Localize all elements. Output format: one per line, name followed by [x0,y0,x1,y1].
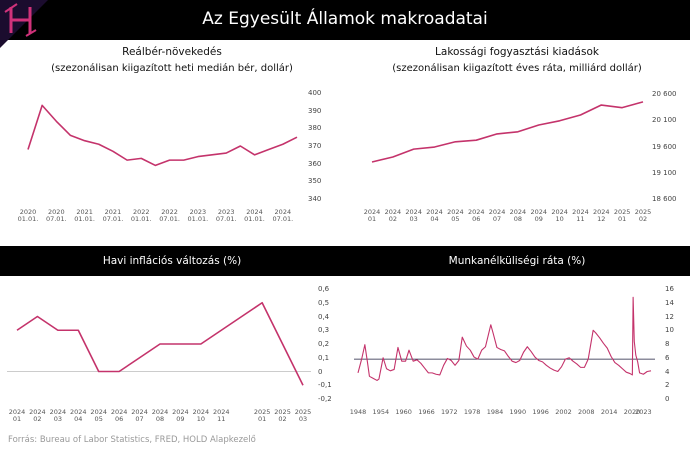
x-tick-label: 2024 09 [530,208,548,224]
x-tick-label: 2024 09 [172,408,189,424]
x-tick-label: 1948 [349,408,367,416]
x-tick-label: 2024 07.01. [272,208,294,224]
x-tick-label: 2024 03 [405,208,422,224]
x-tick-label: 2024 10 [192,408,210,424]
chart-title: Reálbér-növekedés [122,46,222,58]
y-tick-label: 16 [665,284,674,293]
x-tick-label: 2022 07.01. [159,208,180,224]
chart-subtitle: (szezonálisan kiigazított éves ráta, mil… [392,63,642,74]
x-tick-label: 1978 [463,408,481,416]
x-tick-label: 2024 01 [363,208,381,224]
x-tick-label: 2024 04 [426,208,443,224]
x-tick-label: 1960 [395,408,412,416]
x-tick-label: 1996 [532,408,549,416]
x-tick-label: 2024 12 [593,208,610,224]
header-bar [0,0,690,40]
x-tick-label: 2024 11 [213,408,230,424]
x-tick-label: 2024 05 [90,408,107,424]
x-tick-label: 2024 02 [29,408,46,424]
y-tick-label: 4 [665,367,670,376]
y-tick-label: 0 [665,394,670,403]
y-tick-label: 19 100 [652,168,677,177]
y-tick-label: 12 [665,312,674,321]
x-tick-label: 2014 [600,408,618,416]
y-tick-label: 400 [308,88,322,97]
x-tick-label: 2022 01.01. [130,208,152,224]
x-tick-label: 1966 [418,408,435,416]
chart-title: Lakossági fogyasztási kiadások [435,46,599,58]
x-tick-label: 2021 07.01. [102,208,124,224]
y-tick-label: 14 [665,298,674,307]
y-tick-label: 2 [665,381,670,390]
x-tick-label: 2025 03 [294,408,312,424]
y-tick-label: 370 [308,141,322,150]
x-tick-label: 2024 08 [151,408,169,424]
x-tick-label: 2023 01.01. [187,208,209,224]
data-line [357,296,652,381]
y-tick-label: 0,1 [318,353,330,362]
x-tick-label: 2024 04 [70,408,87,424]
logo [4,3,37,37]
y-tick-label: 20 600 [652,89,677,98]
x-tick-label: 2025 02 [274,408,291,424]
x-tick-label: 2008 [578,408,595,416]
y-tick-label: 6 [665,353,670,362]
y-tick-label: 390 [308,106,322,115]
x-tick-label: 2024 10 [551,208,568,224]
x-tick-label: 2025 01 [253,408,271,424]
x-tick-label: 2025 02 [634,208,652,224]
x-tick-label: 1954 [372,408,390,416]
y-tick-label: 0,4 [318,312,330,321]
x-tick-label: 2024 06 [467,208,485,224]
section-bar [0,246,690,276]
x-tick-label: 2023 [635,408,652,416]
chart-title: Havi inflációs változás (%) [102,255,242,267]
x-tick-label: 2020 [623,408,641,416]
x-tick-label: 2021 01.01. [74,208,95,224]
chart-title: Munkanélküliségi ráta (%) [448,255,586,267]
page-title: Az Egyesült Államok makroadatai [202,9,488,29]
y-tick-label: 380 [308,124,322,133]
x-tick-label: 2024 01.01. [244,208,265,224]
y-tick-label: -0,1 [318,381,332,390]
y-tick-label: 10 [665,326,674,335]
x-tick-label: 2024 03 [49,408,67,424]
y-tick-label: 0 [318,367,323,376]
x-tick-label: 2024 07 [488,208,506,224]
y-tick-label: 0,2 [318,339,330,348]
y-tick-label: -0,2 [318,394,332,403]
data-line [371,101,644,163]
x-tick-label: 2024 08 [509,208,527,224]
y-tick-label: 19 600 [652,142,677,151]
y-tick-label: 360 [308,159,322,168]
x-tick-label: 2020 07.01. [45,208,67,224]
x-tick-label: 1990 [509,408,527,416]
chart-subtitle: (szezonálisan kiigazított heti medián bé… [51,63,293,74]
y-tick-label: 0,5 [318,298,330,307]
x-tick-label: 1984 [486,408,504,416]
y-tick-label: 8 [665,339,670,348]
data-line [16,301,304,386]
y-tick-label: 340 [308,194,322,203]
x-tick-label: 2024 07 [131,408,148,424]
x-tick-label: 2024 06 [110,408,128,424]
x-tick-label: 2024 11 [572,208,589,224]
x-tick-label: 2002 [555,408,572,416]
x-tick-label: 2024 05 [447,208,464,224]
x-tick-label: 1972 [441,408,458,416]
y-tick-label: 18 600 [652,194,677,203]
x-tick-label: 2025 01 [613,208,631,224]
x-tick-label: 2020 01.01. [17,208,39,224]
y-tick-label: 350 [308,177,322,186]
y-tick-label: 0,3 [318,326,330,335]
x-tick-label: 2024 01 [8,408,26,424]
source-note: Forrás: Bureau of Labor Statistics, FRED… [8,435,256,445]
y-tick-label: 0,6 [318,284,330,293]
y-tick-label: 20 100 [652,116,677,125]
data-line [27,104,298,167]
x-tick-label: 2023 07.01. [215,208,237,224]
x-tick-label: 2024 02 [384,208,402,224]
